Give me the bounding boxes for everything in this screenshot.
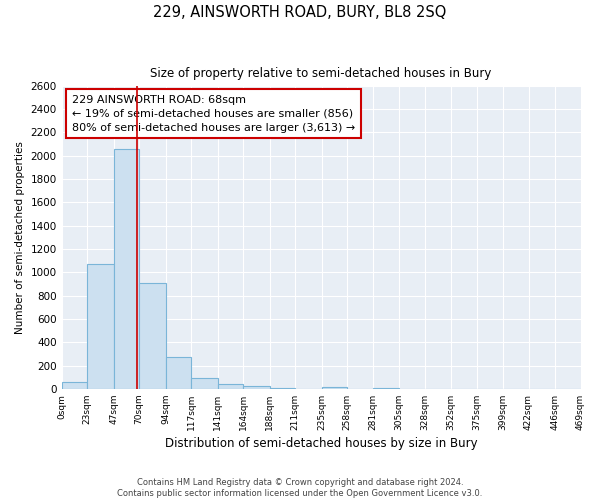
Bar <box>166 358 191 389</box>
Bar <box>191 378 218 389</box>
X-axis label: Distribution of semi-detached houses by size in Bury: Distribution of semi-detached houses by … <box>165 437 478 450</box>
Bar <box>322 387 347 389</box>
Title: Size of property relative to semi-detached houses in Bury: Size of property relative to semi-detach… <box>151 68 492 80</box>
Y-axis label: Number of semi-detached properties: Number of semi-detached properties <box>15 141 25 334</box>
Bar <box>87 264 113 389</box>
Bar <box>243 386 269 389</box>
Bar <box>269 388 295 389</box>
Bar <box>139 283 166 389</box>
Text: 229 AINSWORTH ROAD: 68sqm
← 19% of semi-detached houses are smaller (856)
80% of: 229 AINSWORTH ROAD: 68sqm ← 19% of semi-… <box>72 95 355 133</box>
Bar <box>62 382 87 389</box>
Bar <box>218 384 243 389</box>
Bar <box>113 149 139 389</box>
Text: Contains HM Land Registry data © Crown copyright and database right 2024.
Contai: Contains HM Land Registry data © Crown c… <box>118 478 482 498</box>
Text: 229, AINSWORTH ROAD, BURY, BL8 2SQ: 229, AINSWORTH ROAD, BURY, BL8 2SQ <box>154 5 446 20</box>
Bar <box>373 388 399 389</box>
